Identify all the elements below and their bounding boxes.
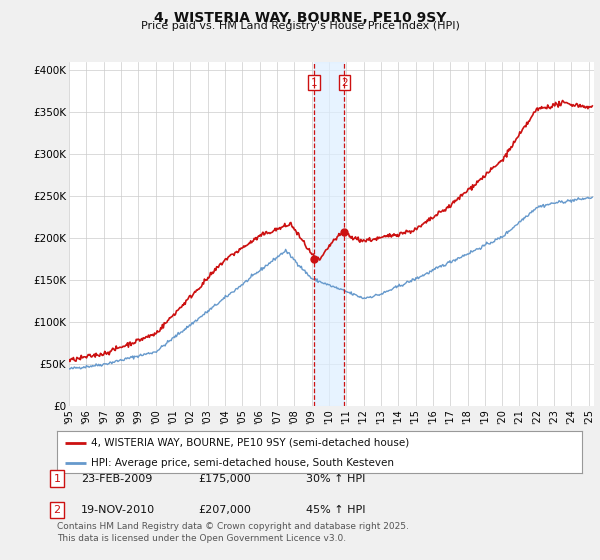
Text: 4, WISTERIA WAY, BOURNE, PE10 9SY (semi-detached house): 4, WISTERIA WAY, BOURNE, PE10 9SY (semi-… bbox=[91, 438, 409, 448]
Text: 45% ↑ HPI: 45% ↑ HPI bbox=[306, 505, 365, 515]
Text: 19-NOV-2010: 19-NOV-2010 bbox=[81, 505, 155, 515]
Text: Contains HM Land Registry data © Crown copyright and database right 2025.
This d: Contains HM Land Registry data © Crown c… bbox=[57, 522, 409, 543]
Text: Price paid vs. HM Land Registry's House Price Index (HPI): Price paid vs. HM Land Registry's House … bbox=[140, 21, 460, 31]
Bar bbox=[314, 62, 344, 406]
Text: 2: 2 bbox=[53, 505, 61, 515]
Text: £175,000: £175,000 bbox=[198, 474, 251, 484]
Text: £207,000: £207,000 bbox=[198, 505, 251, 515]
Text: 23-FEB-2009: 23-FEB-2009 bbox=[81, 474, 152, 484]
Text: 2: 2 bbox=[341, 78, 348, 87]
Text: 4, WISTERIA WAY, BOURNE, PE10 9SY: 4, WISTERIA WAY, BOURNE, PE10 9SY bbox=[154, 11, 446, 25]
Text: 1: 1 bbox=[53, 474, 61, 484]
Text: 30% ↑ HPI: 30% ↑ HPI bbox=[306, 474, 365, 484]
Text: HPI: Average price, semi-detached house, South Kesteven: HPI: Average price, semi-detached house,… bbox=[91, 458, 394, 468]
Text: 1: 1 bbox=[311, 78, 317, 87]
